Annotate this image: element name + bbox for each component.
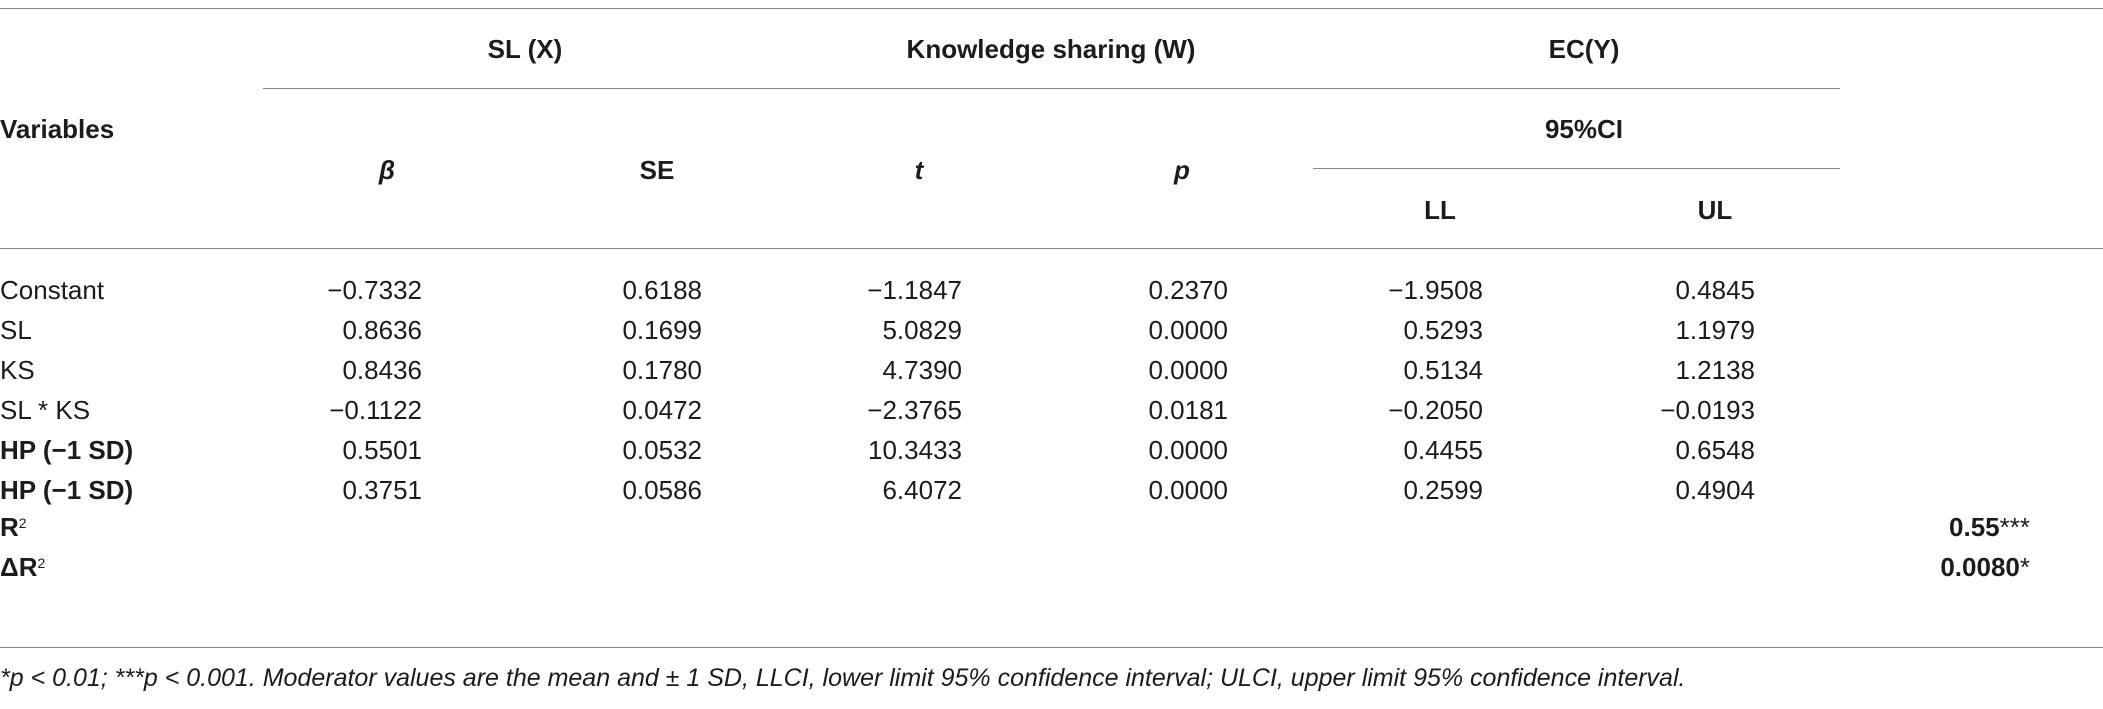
cell-ll: 0.4455 xyxy=(1403,435,1483,465)
cell-se: 0.6188 xyxy=(622,275,702,305)
cell-ll: 0.5293 xyxy=(1403,315,1483,345)
cell-ll: −1.9508 xyxy=(1388,275,1483,305)
row-label: KS xyxy=(0,355,35,385)
cell-ll: 0.5134 xyxy=(1403,355,1483,385)
row-label: HP (−1 SD) xyxy=(0,435,134,465)
cell-beta: −0.7332 xyxy=(327,275,422,305)
cell-se: 0.0532 xyxy=(622,435,702,465)
cell-t: 5.0829 xyxy=(882,315,962,345)
delta-r-squared-stars: * xyxy=(2019,552,2030,582)
row-label: SL xyxy=(0,315,32,345)
cell-ul: 1.1979 xyxy=(1675,315,1755,345)
cell-ul: −0.0193 xyxy=(1660,395,1755,425)
cell-se: 0.0586 xyxy=(622,475,702,505)
cell-ul: 0.4845 xyxy=(1675,275,1755,305)
header-ul: UL xyxy=(1697,195,1733,225)
header-ll: LL xyxy=(1424,195,1456,225)
header-sl-x: SL (X) xyxy=(487,34,563,64)
header-95ci: 95%CI xyxy=(1544,114,1624,144)
cell-p: 0.2370 xyxy=(1148,275,1228,305)
row-label: Constant xyxy=(0,275,105,305)
header-se: SE xyxy=(639,155,675,185)
footnote-rule xyxy=(0,647,2103,648)
cell-t: 4.7390 xyxy=(882,355,962,385)
ci-rule xyxy=(1313,168,1840,169)
top-rule xyxy=(0,8,2103,9)
r-squared-value: 0.55*** xyxy=(1830,512,2030,542)
delta-r-squared-label: ΔR2 xyxy=(0,552,45,582)
delta-r-squared-number: 0.0080 xyxy=(1940,552,2020,582)
delta-r-squared-value: 0.0080* xyxy=(1830,552,2030,582)
cell-t: −2.3765 xyxy=(867,395,962,425)
cell-se: 0.1699 xyxy=(622,315,702,345)
cell-se: 0.0472 xyxy=(622,395,702,425)
header-p: p xyxy=(1174,155,1190,185)
r-squared-symbol: R xyxy=(0,512,19,542)
header-t: t xyxy=(914,155,924,185)
cell-ul: 0.4904 xyxy=(1675,475,1755,505)
cell-beta: 0.5501 xyxy=(342,435,422,465)
cell-beta: −0.1122 xyxy=(329,395,422,425)
header-bottom-rule xyxy=(0,248,2103,249)
row-label: SL * KS xyxy=(0,395,91,425)
r-squared-number: 0.55 xyxy=(1949,512,2000,542)
r-squared-stars: *** xyxy=(1999,512,2030,542)
header-beta: β xyxy=(378,155,396,185)
r-squared-label: R2 xyxy=(0,512,27,542)
cell-ll: −0.2050 xyxy=(1388,395,1483,425)
cell-p: 0.0000 xyxy=(1148,475,1228,505)
cell-t: 10.3433 xyxy=(868,435,962,465)
header-variables: Variables xyxy=(0,114,115,144)
cell-beta: 0.8436 xyxy=(342,355,422,385)
cell-beta: 0.8636 xyxy=(342,315,422,345)
cell-p: 0.0181 xyxy=(1148,395,1228,425)
r-squared-superscript: 2 xyxy=(18,515,27,531)
row-label: HP (−1 SD) xyxy=(0,475,134,505)
cell-t: −1.1847 xyxy=(867,275,962,305)
cell-t: 6.4072 xyxy=(882,475,962,505)
group-rule xyxy=(263,88,1840,89)
cell-p: 0.0000 xyxy=(1148,355,1228,385)
cell-se: 0.1780 xyxy=(622,355,702,385)
cell-ul: 0.6548 xyxy=(1675,435,1755,465)
cell-ll: 0.2599 xyxy=(1403,475,1483,505)
cell-p: 0.0000 xyxy=(1148,435,1228,465)
delta-r-squared-symbol: ΔR xyxy=(0,552,38,582)
delta-r-squared-superscript: 2 xyxy=(37,555,46,571)
cell-ul: 1.2138 xyxy=(1675,355,1755,385)
table-footnote: *p < 0.01; ***p < 0.001. Moderator value… xyxy=(0,664,1686,692)
cell-beta: 0.3751 xyxy=(342,475,422,505)
header-ec-y: EC(Y) xyxy=(1548,34,1620,64)
cell-p: 0.0000 xyxy=(1148,315,1228,345)
header-knowledge-sharing: Knowledge sharing (W) xyxy=(906,34,1196,64)
